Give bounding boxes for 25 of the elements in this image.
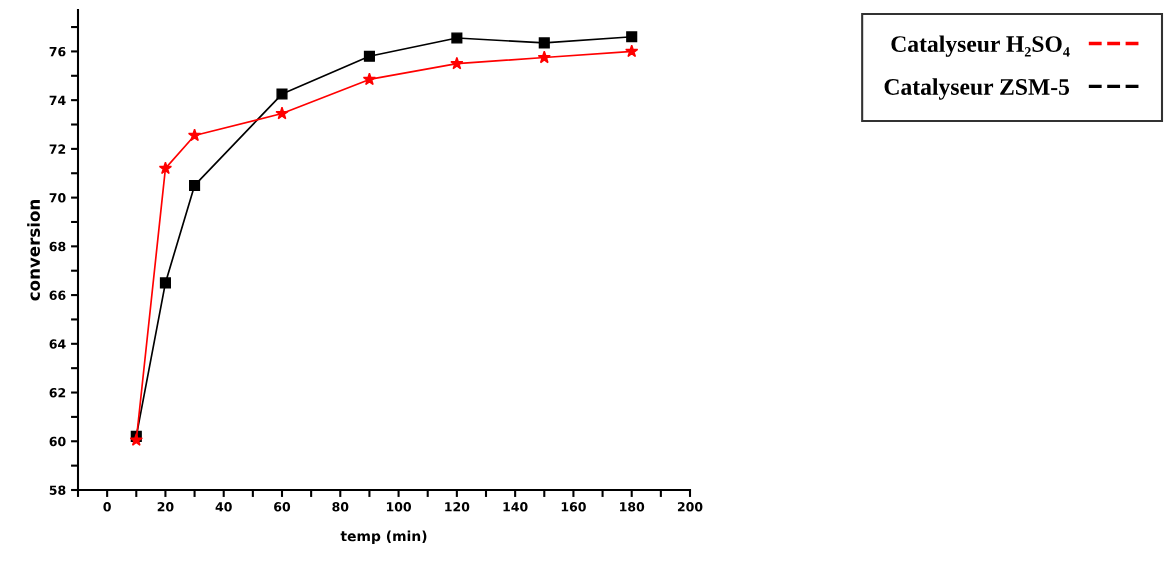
x-tick-label: 20 bbox=[157, 502, 174, 512]
y-tick-label: 64 bbox=[49, 339, 66, 349]
y-tick-label: 60 bbox=[49, 436, 66, 447]
x-tick-label: 100 bbox=[386, 502, 412, 512]
x-tick-label: 140 bbox=[503, 502, 528, 512]
y-axis-title: conversion bbox=[27, 200, 41, 301]
legend-label: Catalyseur ZSM-5 bbox=[884, 78, 1070, 100]
x-tick-label: 160 bbox=[561, 502, 586, 512]
y-tick-label: 70 bbox=[49, 193, 66, 203]
y-tick-label: 62 bbox=[49, 388, 66, 398]
x-tick-label: 120 bbox=[445, 502, 470, 512]
y-tick-label: 74 bbox=[49, 95, 66, 105]
x-tick-label: 60 bbox=[274, 502, 291, 512]
y-tick-label: 68 bbox=[49, 241, 66, 252]
x-tick-label: 200 bbox=[677, 502, 703, 512]
x-tick-label: 40 bbox=[215, 502, 232, 512]
x-tick-label: 0 bbox=[103, 502, 111, 512]
y-tick-label: 76 bbox=[49, 46, 66, 57]
y-tick-label: 58 bbox=[49, 485, 66, 495]
legend-label: Catalyseur H₂SO₄ bbox=[891, 35, 1070, 57]
x-axis-title: temp (min) bbox=[340, 530, 427, 545]
x-tick-label: 180 bbox=[620, 502, 645, 512]
x-tick-label: 80 bbox=[332, 502, 349, 512]
y-tick-label: 66 bbox=[49, 290, 66, 300]
y-tick-label: 72 bbox=[49, 144, 66, 154]
